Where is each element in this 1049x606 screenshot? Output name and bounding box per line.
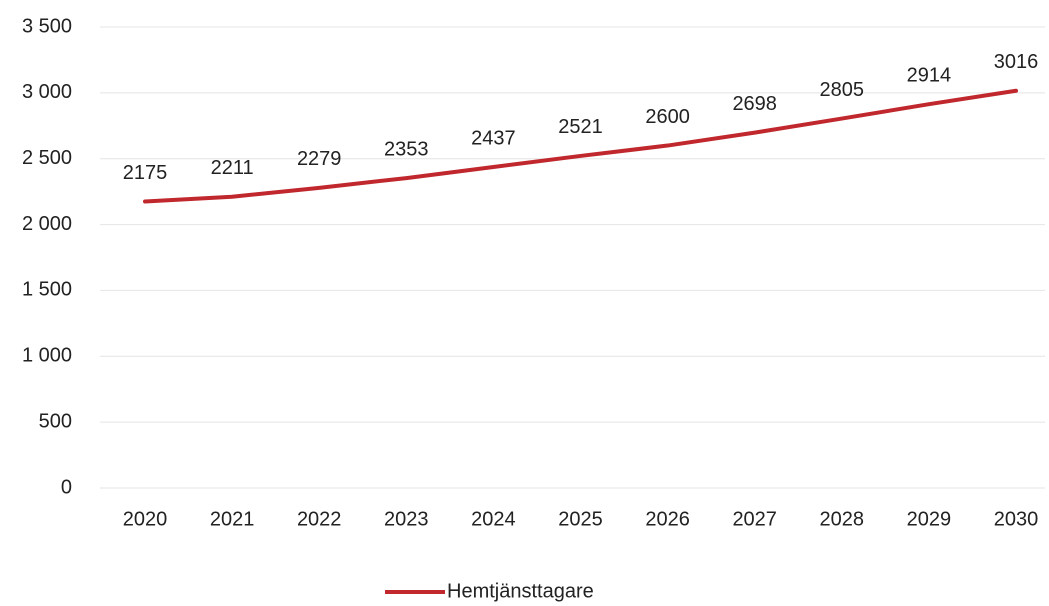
y-tick-label: 1 000 — [22, 345, 72, 367]
data-label: 2437 — [471, 127, 516, 149]
legend-label: Hemtjänsttagare — [447, 580, 594, 602]
x-tick-label: 2023 — [384, 508, 429, 530]
data-label: 2600 — [645, 106, 690, 128]
y-tick-label: 2 000 — [22, 213, 72, 235]
data-label: 3016 — [994, 51, 1039, 73]
data-label: 2211 — [211, 157, 254, 179]
data-label: 2353 — [384, 138, 429, 160]
line — [143, 88, 1018, 204]
y-tick-label: 3 000 — [22, 81, 72, 103]
y-tick-label: 2 500 — [22, 147, 72, 169]
y-tick-label: 500 — [39, 410, 72, 432]
data-label: 2521 — [558, 116, 603, 138]
x-tick-label: 2027 — [732, 508, 777, 530]
x-tick-label: 2021 — [210, 508, 255, 530]
x-tick-label: 2020 — [123, 508, 168, 530]
x-tick-label: 2022 — [297, 508, 342, 530]
x-tick-label: 2029 — [907, 508, 952, 530]
y-tick-label: 0 — [61, 476, 72, 498]
data-label: 2698 — [732, 93, 777, 115]
x-tick-label: 2025 — [558, 508, 603, 530]
data-label: 2279 — [297, 148, 342, 170]
x-tick-label: 2030 — [994, 508, 1039, 530]
x-tick-label: 2028 — [820, 508, 865, 530]
data-label: 2175 — [123, 162, 168, 184]
x-tick-label: 2024 — [471, 508, 516, 530]
y-tick-label: 1 500 — [22, 279, 72, 301]
y-tick-label: 3 500 — [22, 15, 72, 37]
data-label: 2914 — [907, 64, 952, 86]
data-label: 2805 — [820, 79, 865, 101]
x-tick-label: 2026 — [645, 508, 690, 530]
